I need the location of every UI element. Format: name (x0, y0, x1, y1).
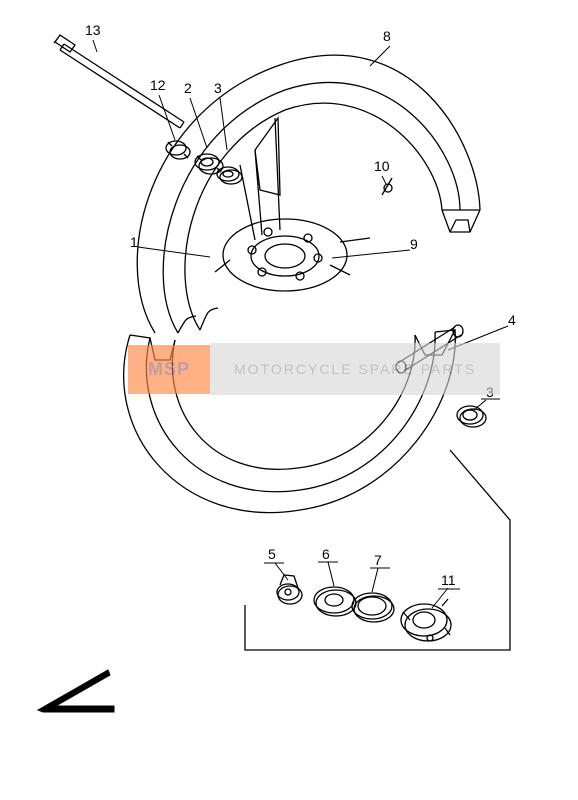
parts-drawing (0, 0, 578, 800)
callout-7: 7 (374, 552, 382, 568)
callout-2: 2 (184, 80, 192, 96)
callout-8: 8 (383, 28, 391, 44)
callout-3a: 3 (214, 80, 222, 96)
watermark-badge: MSP (128, 345, 210, 394)
callout-12: 12 (150, 77, 166, 93)
callout-10: 10 (374, 158, 390, 174)
callout-6: 6 (322, 546, 330, 562)
callout-1: 1 (130, 234, 138, 250)
callout-13: 13 (85, 22, 101, 38)
direction-arrow-icon (38, 670, 114, 712)
callout-4: 4 (508, 312, 516, 328)
callout-5: 5 (268, 546, 276, 562)
callout-11: 11 (441, 572, 456, 588)
callout-9: 9 (410, 236, 418, 252)
diagram-canvas: 1 2 3 3 4 5 6 7 8 9 10 11 12 13 MSP MOTO… (0, 0, 578, 800)
watermark-text: MOTORCYCLE SPARE PARTS (210, 343, 500, 395)
watermark: MSP MOTORCYCLE SPARE PARTS (128, 343, 500, 395)
